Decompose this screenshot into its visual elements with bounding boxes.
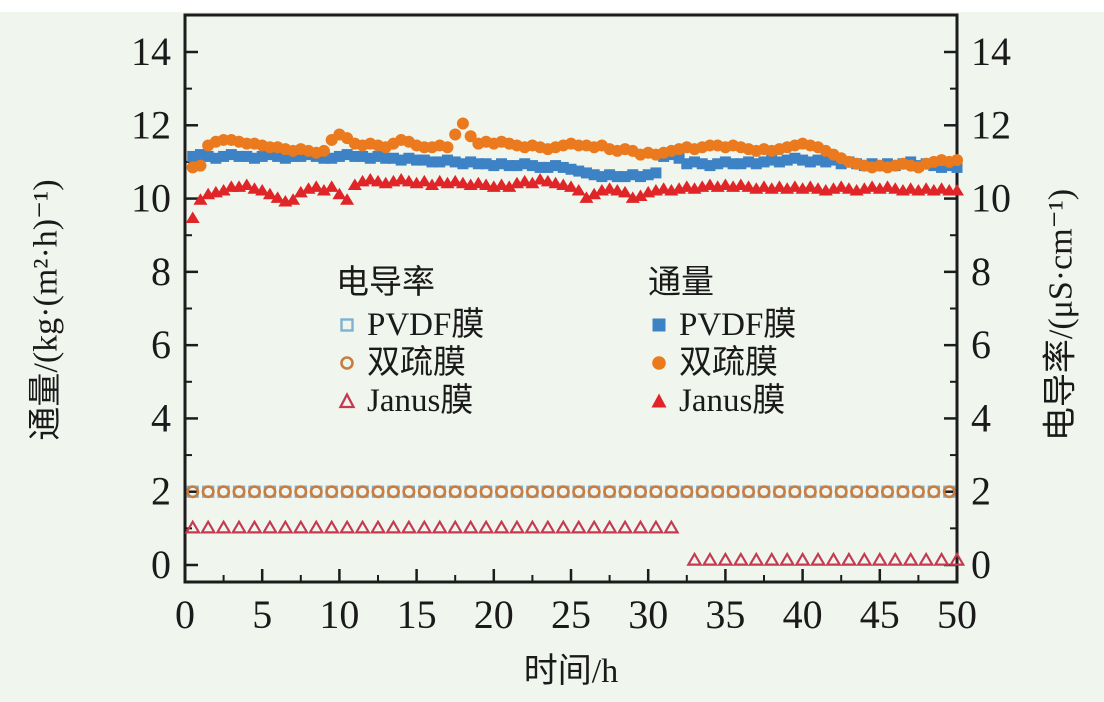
- svg-text:25: 25: [551, 592, 591, 637]
- svg-text:4: 4: [971, 395, 991, 440]
- svg-text:12: 12: [131, 102, 171, 147]
- filled-square-icon: [652, 318, 666, 332]
- svg-text:10: 10: [131, 176, 171, 221]
- legend-label: 双疏膜: [679, 345, 778, 381]
- legend-conductivity: 电导率 PVDF膜 双疏膜 Janus膜: [336, 264, 484, 420]
- open-triangle-icon: [338, 392, 356, 409]
- svg-text:0: 0: [175, 592, 195, 637]
- legend-conductivity-title: 电导率: [336, 265, 435, 301]
- svg-text:20: 20: [474, 592, 514, 637]
- filled-triangle-icon: [651, 393, 667, 408]
- legend-item-conductivity-shuangshu: 双疏膜: [336, 344, 484, 382]
- svg-text:8: 8: [151, 249, 171, 294]
- open-square-icon: [340, 318, 354, 332]
- svg-text:45: 45: [860, 592, 900, 637]
- svg-text:10: 10: [319, 592, 359, 637]
- x-axis-title: 时间/h: [523, 653, 619, 690]
- legend-label: Janus膜: [367, 383, 474, 419]
- svg-text:35: 35: [705, 592, 745, 637]
- svg-text:40: 40: [783, 592, 823, 637]
- svg-text:6: 6: [971, 322, 991, 367]
- legend-label: PVDF膜: [679, 307, 797, 343]
- svg-text:30: 30: [628, 592, 668, 637]
- svg-text:5: 5: [252, 592, 272, 637]
- top-margin-strip: [0, 0, 1104, 12]
- legend-flux-title: 通量: [648, 265, 714, 301]
- legend-item-flux-janus: Janus膜: [648, 382, 796, 420]
- svg-text:12: 12: [971, 102, 1011, 147]
- svg-text:0: 0: [151, 542, 171, 587]
- legend-label: PVDF膜: [367, 307, 485, 343]
- svg-text:14: 14: [971, 29, 1011, 74]
- svg-text:50: 50: [937, 592, 977, 637]
- legend-item-flux-shuangshu: 双疏膜: [648, 344, 796, 382]
- open-circle-icon: [340, 356, 354, 370]
- svg-text:6: 6: [151, 322, 171, 367]
- legend-item-conductivity-pvdf: PVDF膜: [336, 306, 484, 344]
- legend-label: Janus膜: [679, 383, 786, 419]
- svg-text:15: 15: [397, 592, 437, 637]
- svg-text:14: 14: [131, 29, 171, 74]
- right-axis-title: 电导率/(μS·cm⁻¹): [1042, 188, 1080, 442]
- svg-text:8: 8: [971, 249, 991, 294]
- svg-text:4: 4: [151, 395, 171, 440]
- svg-text:0: 0: [971, 542, 991, 587]
- left-axis-title: 通量/(kg·(m²·h)⁻¹): [27, 179, 65, 441]
- svg-text:2: 2: [151, 469, 171, 514]
- legend-label: 双疏膜: [367, 345, 466, 381]
- legend-item-conductivity-janus: Janus膜: [336, 382, 484, 420]
- legend-item-flux-pvdf: PVDF膜: [648, 306, 796, 344]
- svg-text:10: 10: [971, 176, 1011, 221]
- filled-circle-icon: [652, 356, 666, 370]
- svg-text:2: 2: [971, 469, 991, 514]
- legend-flux: 通量 PVDF膜 双疏膜 Janus膜: [648, 264, 796, 420]
